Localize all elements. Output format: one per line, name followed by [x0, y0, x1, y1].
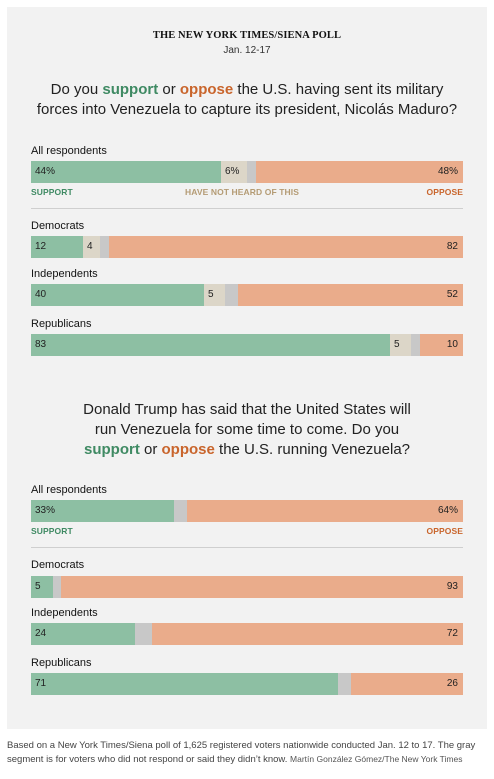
value-label-independents-3: 52	[446, 289, 458, 300]
question-2-oppose-word: oppose	[161, 441, 215, 458]
bar-segment-all-respondents-1	[221, 161, 247, 183]
value-label-all-respondents-0: 44%	[35, 166, 56, 177]
question-2-support-word: support	[84, 441, 140, 458]
question-1-mid: or	[158, 81, 180, 98]
bar-segment-all-respondents-1	[174, 500, 187, 522]
value-label-all-respondents-0: 33%	[35, 505, 56, 516]
footnote-text: Based on a New York Times/Siena poll of …	[7, 740, 476, 765]
value-label-all-respondents-1: 6%	[225, 166, 240, 177]
bar-segment-independents-3	[238, 284, 463, 306]
bar-segment-democrats-0	[31, 576, 53, 598]
bar-segment-democrats-0	[31, 236, 83, 258]
value-label-all-respondents-3: 48%	[437, 166, 458, 177]
question-1-support-word: support	[102, 81, 159, 98]
group-label-independents: Independents	[31, 268, 98, 280]
bar-row-republicans: 71 26	[31, 673, 463, 695]
group-label-republicans: Republicans	[31, 657, 92, 669]
group-label-democrats: Democrats	[31, 559, 85, 571]
footnote-credit: Martín González Gómez/The New York Times	[290, 753, 463, 764]
bar-segment-republicans-0	[31, 334, 390, 356]
question-2-mid: or	[139, 441, 162, 458]
question-1-oppose-word: oppose	[179, 81, 234, 98]
bar-segment-democrats-3	[109, 236, 463, 258]
bar-segment-republicans-2	[351, 673, 463, 695]
value-label-democrats-1: 4	[87, 241, 93, 252]
value-label-all-respondents-2: 64%	[437, 505, 458, 516]
bar-segment-independents-0	[31, 623, 135, 645]
bar-segment-independents-0	[31, 284, 204, 306]
value-label-republicans-0: 83	[35, 339, 47, 350]
question-2-line1: Donald Trump has said that the United St…	[83, 401, 411, 418]
bar-segment-independents-2	[152, 623, 463, 645]
value-label-independents-1: 5	[208, 289, 214, 300]
divider	[31, 208, 463, 209]
question-2-line2: run Venezuela for some time to come. Do …	[94, 421, 400, 438]
bar-segment-all-respondents-2	[247, 161, 256, 183]
bar-segment-democrats-2	[61, 576, 463, 598]
value-label-democrats-2: 93	[446, 581, 458, 592]
bar-row-independents: 40 5 52	[31, 284, 463, 306]
bar-segment-all-respondents-0	[31, 161, 221, 183]
bar-segment-all-respondents-3	[256, 161, 463, 183]
bar-segment-democrats-1	[83, 236, 100, 258]
bar-segment-independents-2	[225, 284, 238, 306]
chart-card: THE NEW YORK TIMES/SIENA POLL Jan. 12-17…	[7, 7, 487, 729]
oppose-legend-label: OPPOSE	[426, 526, 463, 536]
bar-segment-republicans-3	[420, 334, 463, 356]
value-label-republicans-3: 10	[446, 339, 458, 350]
question-1-line2: forces into Venezuela to capture its pre…	[36, 101, 458, 118]
bar-row-democrats: 12 4 82	[31, 236, 463, 258]
bar-segment-republicans-1	[338, 673, 351, 695]
value-label-republicans-1: 5	[394, 339, 400, 350]
support-legend-label: SUPPORT	[31, 526, 73, 536]
bar-row-democrats: 5 93	[31, 576, 463, 598]
poll-date: Jan. 12-17	[223, 45, 271, 56]
bar-segment-democrats-1	[53, 576, 61, 598]
bar-segment-republicans-2	[411, 334, 420, 356]
question-2: Donald Trump has said that the United St…	[7, 400, 487, 460]
not-heard-legend-label: HAVE NOT HEARD OF THIS	[185, 187, 299, 197]
support-legend-label: SUPPORT	[31, 187, 73, 197]
question-1: Do you support or oppose the U.S. having…	[7, 80, 487, 120]
bar-row-republicans: 83 5 10	[31, 334, 463, 356]
oppose-legend-label: OPPOSE	[426, 187, 463, 197]
bar-segment-all-respondents-0	[31, 500, 174, 522]
group-label-republicans: Republicans	[31, 318, 92, 330]
bar-row-independents: 24 72	[31, 623, 463, 645]
group-label-democrats: Democrats	[31, 220, 85, 232]
value-label-democrats-0: 5	[35, 581, 41, 592]
bar-segment-independents-1	[135, 623, 152, 645]
group-label-all-respondents: All respondents	[31, 484, 107, 496]
value-label-independents-0: 24	[35, 628, 47, 639]
value-label-democrats-0: 12	[35, 241, 47, 252]
value-label-independents-0: 40	[35, 289, 47, 300]
bar-segment-republicans-1	[390, 334, 411, 356]
divider	[31, 547, 463, 548]
question-2-post: the U.S. running Venezuela?	[214, 441, 410, 458]
question-1-post: the U.S. having sent its military	[233, 81, 444, 98]
bar-segment-independents-1	[204, 284, 225, 306]
footnote: Based on a New York Times/Siena poll of …	[7, 740, 477, 766]
bar-segment-democrats-2	[100, 236, 109, 258]
question-1-pre: Do you	[50, 81, 103, 98]
value-label-independents-2: 72	[446, 628, 458, 639]
poll-title: THE NEW YORK TIMES/SIENA POLL	[152, 30, 342, 41]
bar-row-all-respondents: 44% 6% 48%	[31, 161, 463, 183]
bar-segment-all-respondents-2	[187, 500, 463, 522]
value-label-republicans-0: 71	[35, 678, 47, 689]
group-label-independents: Independents	[31, 607, 98, 619]
bar-row-all-respondents: 33% 64%	[31, 500, 463, 522]
bar-segment-republicans-0	[31, 673, 338, 695]
value-label-republicans-2: 26	[446, 678, 458, 689]
value-label-democrats-3: 82	[446, 241, 458, 252]
group-label-all-respondents: All respondents	[31, 145, 107, 157]
